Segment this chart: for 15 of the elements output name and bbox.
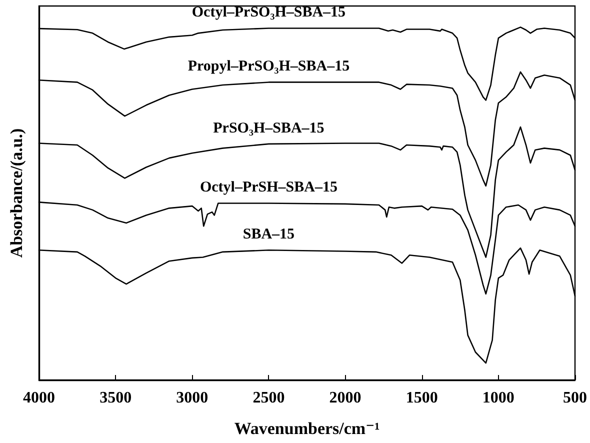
series-label: Octyl–PrSO₃H–SBA–15 bbox=[192, 4, 346, 21]
x-tick-label: 2000 bbox=[329, 390, 362, 406]
series-label: PrSO₃H–SBA–15 bbox=[213, 120, 324, 136]
series-label: Octyl–PrSH–SBA–15 bbox=[200, 180, 338, 196]
series-label: Propyl–PrSO₃H–SBA–15 bbox=[188, 58, 350, 75]
x-tick-label: 1000 bbox=[482, 390, 514, 406]
y-axis-title: Absorbance/(a.u.) bbox=[7, 128, 26, 258]
x-tick-label: 2500 bbox=[252, 390, 285, 406]
x-tick-label: 500 bbox=[563, 390, 587, 406]
x-tick-label: 3000 bbox=[176, 390, 208, 406]
x-tick-label: 3500 bbox=[100, 390, 132, 406]
x-tick-label: 4000 bbox=[23, 390, 55, 406]
series-label: SBA–15 bbox=[242, 226, 295, 243]
x-axis-title: Wavenumbers/cm⁻¹ bbox=[234, 419, 380, 438]
x-tick-label: 1500 bbox=[406, 390, 438, 406]
